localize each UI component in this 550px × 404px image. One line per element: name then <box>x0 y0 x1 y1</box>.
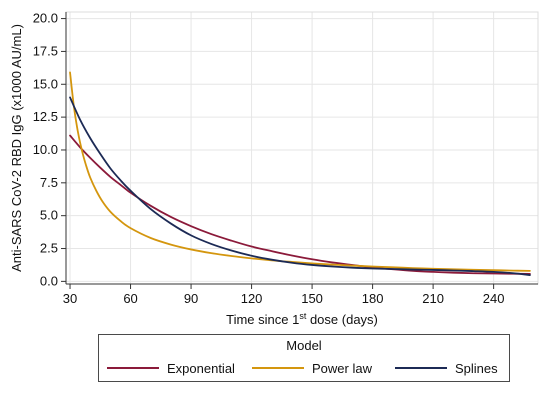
x-tick-label: 210 <box>422 291 444 306</box>
x-axis-label-prefix: Time since 1 <box>226 312 299 327</box>
y-tick-label: 2.5 <box>40 241 58 256</box>
x-axis-label-superscript: st <box>299 311 307 321</box>
legend-label-power-law: Power law <box>312 360 372 376</box>
y-tick-label: 12.5 <box>33 109 58 124</box>
axes: 0.0 2.5 5.0 7.5 10.0 12.5 15.0 17.5 20.0 30 60 90 12… <box>33 11 539 306</box>
legend-label-splines: Splines <box>455 360 498 376</box>
x-tick-label: 120 <box>241 291 263 306</box>
legend: Model Exponential Power law Splines <box>98 334 510 382</box>
legend-title: Model <box>286 338 322 353</box>
legend-swatch-splines <box>395 367 447 369</box>
x-tick-label: 150 <box>301 291 323 306</box>
y-tick-label: 5.0 <box>40 208 58 223</box>
gridlines <box>66 12 538 284</box>
y-tick-label: 15.0 <box>33 76 58 91</box>
series-line-splines <box>69 96 531 276</box>
x-tick-label: 90 <box>184 291 198 306</box>
x-tick-label: 60 <box>123 291 137 306</box>
legend-item-splines: Splines <box>395 359 498 377</box>
legend-item-exponential: Exponential <box>107 359 235 377</box>
y-tick-label: 20.0 <box>33 11 58 26</box>
y-tick-label: 7.5 <box>40 175 58 190</box>
legend-label-exponential: Exponential <box>167 360 235 376</box>
legend-swatch-power-law <box>252 367 304 369</box>
x-tick-label: 240 <box>483 291 505 306</box>
y-tick-label: 17.5 <box>33 43 58 58</box>
series-lines <box>69 71 531 276</box>
series-line-power-law <box>69 71 531 272</box>
legend-item-power-law: Power law <box>252 359 372 377</box>
x-tick-label: 180 <box>362 291 384 306</box>
series-line-exponential <box>69 134 531 275</box>
x-tick-label: 30 <box>63 291 77 306</box>
y-tick-label: 10.0 <box>33 142 58 157</box>
x-axis-label: Time since 1st dose (days) <box>226 311 378 327</box>
y-tick-label: 0.0 <box>40 273 58 288</box>
y-axis-label: Anti-SARS CoV-2 RBD IgG (x1000 AU/mL) <box>9 24 24 272</box>
legend-swatch-exponential <box>107 367 159 369</box>
x-axis-label-suffix: dose (days) <box>306 312 378 327</box>
